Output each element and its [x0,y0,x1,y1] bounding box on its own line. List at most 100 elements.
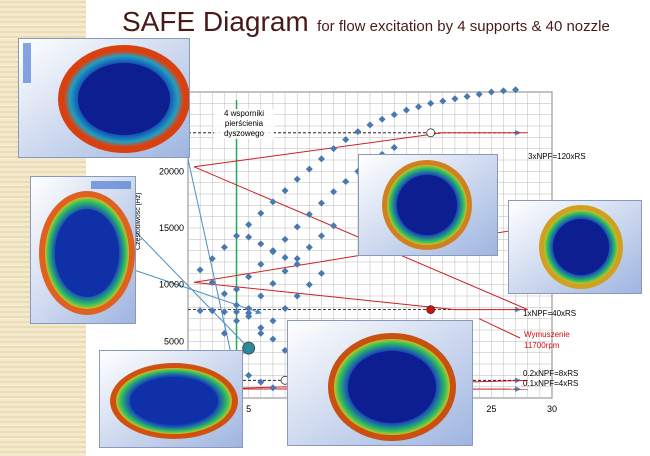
data-point [245,221,253,229]
data-point [330,222,338,230]
data-point [233,232,241,240]
data-point [220,308,228,316]
data-point [233,317,241,325]
image-pointer-arrow [133,269,262,315]
mode-shape-image-5 [358,154,498,256]
label-1xnpf: 1xNPF=40xRS [523,309,577,318]
data-point [281,267,289,275]
data-point [269,335,277,343]
supports-annotation: 4 wsporniki pierścienia dyszowego [214,109,274,139]
resonance-marker [426,128,436,138]
y-tick-label: 20000 [159,166,184,176]
data-point [293,255,301,263]
data-point [208,278,216,286]
data-point [257,378,265,386]
title-subtitle: for flow excitation by 4 supports & 40 n… [317,18,610,35]
data-point [305,165,313,173]
data-point [366,121,374,129]
speed-label-1: Wymuszenie [524,330,570,339]
label-3xnpf: 3xNPF=120xRS [528,152,586,161]
data-point [196,307,204,315]
title-main: SAFE Diagram [122,6,309,37]
annotation-line-1: 4 wsporniki [223,109,264,118]
data-point [208,255,216,263]
data-point [257,292,265,300]
label-01xnpf: 0.1xNPF=4xRS [523,379,579,388]
y-axis-title: Częstotliwość [Hz] [135,192,142,250]
resonance-line [194,281,528,311]
mode-shape-image-1 [18,38,190,158]
data-point [220,243,228,251]
resonance-marker [242,341,256,355]
data-point [269,198,277,206]
y-tick-label: 15000 [159,223,184,233]
annotation-line-2: pierścienia [224,119,264,128]
data-point [512,86,520,94]
data-point [293,223,301,231]
data-point [245,273,253,281]
tick-labels: 5000 10000 15000 20000 5 25 30 [159,166,557,414]
data-point [415,103,423,111]
data-point [281,187,289,195]
resonance-line [193,132,528,168]
data-point [342,136,350,144]
data-point [330,145,338,153]
data-point [402,106,410,114]
data-point [196,266,204,274]
data-point [281,346,289,354]
data-point [245,371,253,379]
data-point [257,329,265,337]
data-point [451,95,459,103]
y-tick-label: 10000 [159,280,184,290]
mode-shape-image-4 [287,320,473,446]
resonance-marker [426,305,436,315]
data-point [281,235,289,243]
data-point [220,329,228,337]
data-point [378,115,386,123]
data-point [499,87,507,95]
data-point [269,247,277,255]
data-point [293,175,301,183]
data-point [269,280,277,288]
data-point [487,88,495,96]
data-point [208,307,216,315]
mode-shape-image-3 [99,350,243,448]
label-02xnpf: 0.2xNPF=8xRS [523,369,579,378]
data-point [293,260,301,268]
data-point [305,243,313,251]
speed-label-2: 11700rpm [524,341,560,350]
data-point [281,253,289,261]
y-tick-label: 5000 [164,336,184,346]
data-point [305,281,313,289]
data-point [390,144,398,152]
data-point [463,93,471,101]
x-tick-label: 5 [246,404,251,414]
data-point [233,301,241,309]
data-point [281,304,289,312]
data-point [233,285,241,293]
data-point [317,232,325,240]
data-point [233,308,241,316]
data-point [317,155,325,163]
data-point [245,233,253,241]
data-point [257,209,265,217]
data-point [317,199,325,207]
data-point [305,210,313,218]
data-point [220,290,228,298]
data-point [342,178,350,186]
data-point [257,324,265,332]
data-point [257,260,265,268]
data-point [245,312,253,320]
data-point [439,97,447,105]
slide-title: SAFE Diagram for flow excitation by 4 su… [122,6,610,38]
mode-shape-image-2 [30,176,136,324]
data-point [427,99,435,107]
data-point [269,384,277,392]
data-point [293,292,301,300]
data-point [475,90,483,98]
speed-label-connector [478,318,521,339]
data-point [269,317,277,325]
data-point [354,128,362,136]
x-tick-label: 30 [547,404,557,414]
